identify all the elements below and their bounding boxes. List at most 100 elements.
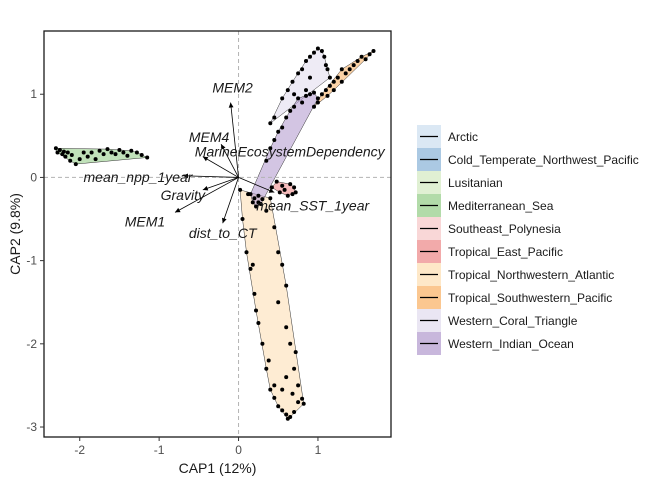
vector-arrowhead-marineecosystemdependency xyxy=(202,156,209,162)
legend-label-tropical-northwestern-atlantic: Tropical_Northwestern_Atlantic xyxy=(448,268,614,282)
point-western-indian-ocean xyxy=(250,200,255,205)
legend-item-southeast-polynesia: Southeast_Polynesia xyxy=(417,217,561,240)
x-tick-label: -2 xyxy=(74,443,85,457)
point-tropical-northwestern-atlantic xyxy=(238,187,243,192)
legend-item-mediterranean-sea: Mediterranean_Sea xyxy=(417,194,554,217)
point-mediterranean-sea xyxy=(61,149,66,154)
point-tropical-east-pacific xyxy=(290,192,295,197)
point-western-indian-ocean xyxy=(254,204,258,209)
point-tropical-east-pacific xyxy=(280,183,285,188)
x-tick-label: -1 xyxy=(154,443,165,457)
biplot-vectors: MEM2 MEM4MarineEcosystemDependencymean_np… xyxy=(84,80,386,242)
vector-label-mean-sst-1year: mean_SST_1year xyxy=(256,197,370,213)
legend-item-cold-temperate-northwest-pacific: Cold_Temperate_Northwest_Pacific xyxy=(417,148,639,171)
y-tick-label: -3 xyxy=(26,420,37,434)
legend-label-tropical-east-pacific: Tropical_East_Pacific xyxy=(448,245,563,259)
vector-arrowhead-mean-sst-1year xyxy=(268,188,275,193)
point-tropical-northwestern-atlantic xyxy=(276,250,281,255)
point-western-coral-triangle xyxy=(327,75,332,80)
point-mediterranean-sea xyxy=(55,150,60,155)
point-tropical-east-pacific xyxy=(282,187,287,192)
data-points xyxy=(53,46,376,421)
point-tropical-northwestern-atlantic xyxy=(248,266,253,271)
point-western-indian-ocean xyxy=(276,129,281,134)
point-mediterranean-sea xyxy=(57,148,62,152)
point-mediterranean-sea xyxy=(109,150,114,155)
point-mediterranean-sea xyxy=(125,153,130,158)
point-mediterranean-sea xyxy=(65,150,70,155)
point-western-coral-triangle xyxy=(272,115,277,120)
point-tropical-northwestern-atlantic xyxy=(268,196,273,201)
point-western-coral-triangle xyxy=(300,67,305,72)
vector-mean-npp-1year xyxy=(182,175,239,178)
point-western-coral-triangle xyxy=(323,63,328,68)
point-tropical-southwestern-pacific xyxy=(339,79,344,84)
point-western-indian-ocean xyxy=(288,108,293,113)
vector-arrowhead-mean-npp-1year xyxy=(183,173,188,179)
point-western-coral-triangle xyxy=(304,59,308,63)
point-western-coral-triangle xyxy=(290,79,295,84)
point-tropical-northwestern-atlantic xyxy=(284,325,289,330)
point-tropical-east-pacific xyxy=(292,185,297,190)
point-western-coral-triangle xyxy=(268,121,273,126)
x-tick-label: 1 xyxy=(315,443,322,457)
point-tropical-northwestern-atlantic xyxy=(293,350,298,355)
point-tropical-southwestern-pacific xyxy=(331,88,336,93)
point-western-indian-ocean xyxy=(284,115,289,120)
point-tropical-northwestern-atlantic xyxy=(290,391,295,396)
point-tropical-northwestern-atlantic xyxy=(260,341,265,346)
point-western-coral-triangle xyxy=(285,88,290,93)
point-tropical-northwestern-atlantic xyxy=(244,250,249,255)
point-tropical-southwestern-pacific xyxy=(339,67,344,72)
point-tropical-northwestern-atlantic xyxy=(266,358,271,363)
point-tropical-northwestern-atlantic xyxy=(284,412,289,417)
point-tropical-southwestern-pacific xyxy=(327,83,332,88)
point-western-indian-ocean xyxy=(264,158,269,163)
point-tropical-northwestern-atlantic xyxy=(296,400,301,405)
point-tropical-southwestern-pacific xyxy=(323,88,328,93)
point-mediterranean-sea xyxy=(53,146,58,151)
point-tropical-northwestern-atlantic xyxy=(268,387,273,392)
point-mediterranean-sea xyxy=(68,158,73,163)
legend-item-tropical-southwestern-pacific: Tropical_Southwestern_Pacific xyxy=(417,286,612,309)
point-mediterranean-sea xyxy=(69,153,74,157)
vector-label-dist-to-ct: dist_to_CT xyxy=(189,225,258,241)
point-mediterranean-sea xyxy=(121,150,126,155)
point-mediterranean-sea xyxy=(134,150,139,155)
point-western-indian-ocean xyxy=(252,196,257,201)
point-tropical-east-pacific xyxy=(293,190,298,195)
point-western-coral-triangle xyxy=(312,50,316,55)
point-western-indian-ocean xyxy=(315,96,320,101)
point-western-indian-ocean xyxy=(260,197,265,202)
x-axis-title: CAP1 (12%) xyxy=(179,460,257,476)
point-tropical-northwestern-atlantic xyxy=(288,341,293,346)
point-western-coral-triangle xyxy=(292,92,297,97)
point-western-indian-ocean xyxy=(312,90,316,95)
point-mediterranean-sea xyxy=(93,157,98,162)
point-tropical-southwestern-pacific xyxy=(355,59,360,63)
legend-item-arctic: Arctic xyxy=(417,125,478,148)
point-western-coral-triangle xyxy=(280,96,285,101)
axes: -2 -1 0 1 -3 -2 -1 0 1 xyxy=(26,87,321,457)
point-tropical-northwestern-atlantic xyxy=(240,217,245,221)
point-western-coral-triangle xyxy=(308,54,312,59)
group-hulls xyxy=(55,48,374,420)
legend-item-tropical-east-pacific: Tropical_East_Pacific xyxy=(417,240,563,263)
point-western-indian-ocean xyxy=(292,104,297,109)
point-tropical-northwestern-atlantic xyxy=(264,208,269,213)
point-tropical-southwestern-pacific xyxy=(325,93,330,98)
point-tropical-northwestern-atlantic xyxy=(272,395,277,400)
point-tropical-southwestern-pacific xyxy=(351,63,356,68)
x-tick-label: 0 xyxy=(235,443,242,457)
point-mediterranean-sea xyxy=(113,152,118,157)
legend-label-cold-temperate-northwest-pacific: Cold_Temperate_Northwest_Pacific xyxy=(448,153,639,167)
point-mediterranean-sea xyxy=(63,154,68,159)
legend-item-western-indian-ocean: Western_Indian_Ocean xyxy=(417,332,574,355)
point-western-indian-ocean xyxy=(280,125,285,130)
legend-label-southeast-polynesia: Southeast_Polynesia xyxy=(448,222,561,236)
vector-dist-to-ct xyxy=(222,177,239,224)
point-tropical-northwestern-atlantic xyxy=(276,300,281,305)
point-tropical-southwestern-pacific xyxy=(315,100,320,105)
point-mediterranean-sea xyxy=(101,152,106,157)
